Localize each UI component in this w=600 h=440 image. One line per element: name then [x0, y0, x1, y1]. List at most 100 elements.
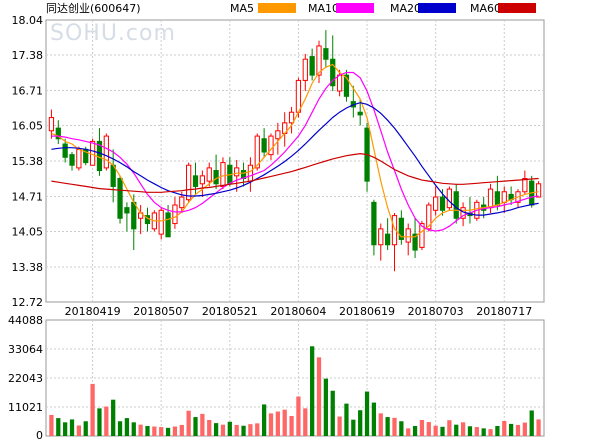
date-label: 20180619 [339, 305, 395, 318]
candle-body [446, 188, 453, 209]
date-label: 20180717 [476, 305, 532, 318]
candle-body [405, 228, 411, 243]
volume-bar [275, 411, 280, 436]
candle-body [323, 48, 329, 60]
watermark: SOHU.com [50, 21, 176, 46]
ma60-line [51, 152, 539, 193]
volume-bar [56, 418, 61, 436]
candle-body [309, 56, 315, 76]
candle-body [384, 233, 391, 246]
legend-label-ma5: MA5 [230, 2, 254, 15]
legend-label-ma20: MA20 [390, 2, 421, 15]
candle-body [117, 177, 123, 219]
volume-bar [515, 424, 521, 436]
volume-bar [207, 419, 212, 436]
volume-bar [131, 422, 136, 436]
volume-bar [248, 424, 253, 436]
volume-bar [344, 403, 349, 436]
ma20-line [51, 102, 539, 216]
volume-bar [351, 419, 356, 436]
candle-body [343, 74, 350, 97]
volume-bar [289, 416, 294, 436]
candle-body [494, 191, 501, 206]
volume-bar [152, 426, 157, 436]
candle-body [48, 117, 55, 132]
volume-bar [241, 425, 246, 436]
volume-bar [316, 357, 322, 436]
candle-body [254, 135, 260, 169]
price-tick-label: 16.71 [12, 85, 44, 98]
price-tick-label: 14.05 [12, 226, 44, 239]
volume-bar [495, 426, 500, 436]
volume-bar [447, 420, 452, 436]
volume-bar [172, 426, 178, 436]
legend-swatch-ma20 [418, 3, 456, 13]
volume-bar [282, 409, 287, 436]
volume-bar [502, 421, 507, 436]
price-tick-label: 16.05 [12, 119, 44, 132]
volume-tick-label: 11021 [8, 401, 43, 414]
candle-body [268, 135, 274, 156]
candle-body [275, 130, 281, 140]
volume-bar [392, 417, 397, 436]
volume-bar [412, 426, 418, 436]
legend-label-ma10: MA10 [308, 2, 339, 15]
candle-body [69, 154, 75, 166]
volume-tick-label: 44088 [8, 314, 43, 327]
candle-body [206, 167, 212, 182]
candle-body [186, 164, 192, 201]
volume-bar [303, 408, 308, 436]
volume-bar [460, 422, 466, 436]
candle-body [316, 45, 322, 76]
volume-bar [104, 406, 109, 436]
candle-body [439, 196, 446, 211]
legend-swatch-ma10 [336, 3, 374, 13]
volume-bar [378, 413, 383, 436]
date-label: 20180703 [408, 305, 464, 318]
candle-body [103, 135, 109, 169]
volume-bar [76, 425, 82, 436]
volume-bar [406, 428, 411, 436]
volume-bar [488, 429, 493, 436]
volume-bar [138, 424, 143, 436]
volume-bar [296, 396, 301, 436]
volume-bar [90, 383, 95, 436]
candle-body [55, 127, 61, 140]
candle-body [172, 204, 178, 225]
candle-body [213, 170, 219, 185]
candle-body [522, 177, 528, 193]
volume-bar [323, 378, 329, 436]
candle-body [330, 58, 336, 87]
volume-bar [440, 426, 445, 436]
volume-bar [159, 427, 164, 436]
volume-bar [186, 410, 191, 436]
volume-bar [399, 421, 404, 436]
ma5-line [51, 63, 539, 238]
candle-body [131, 201, 137, 230]
volume-bar [364, 391, 370, 436]
volume-bar [419, 419, 425, 436]
candle-body [179, 196, 185, 209]
candle-body [247, 164, 254, 182]
candle-body [378, 228, 384, 246]
candle-body [124, 207, 130, 214]
volume-bar [227, 421, 232, 436]
price-tick-label: 18.04 [12, 14, 44, 27]
candle-body [426, 204, 432, 230]
volume-bar [371, 402, 377, 436]
candle-body [336, 74, 343, 92]
candle-body [192, 175, 199, 187]
volume-bar [179, 424, 184, 436]
candle-body [453, 191, 459, 219]
volume-bar [268, 413, 274, 436]
legend-label-ma60: MA60 [470, 2, 501, 15]
date-label: 20180604 [270, 305, 326, 318]
candle-body [165, 212, 171, 238]
candle-body [158, 209, 164, 235]
volume-bar [474, 427, 479, 436]
volume-bar [145, 426, 150, 436]
candle-body [391, 215, 398, 246]
candle-body [433, 196, 439, 211]
